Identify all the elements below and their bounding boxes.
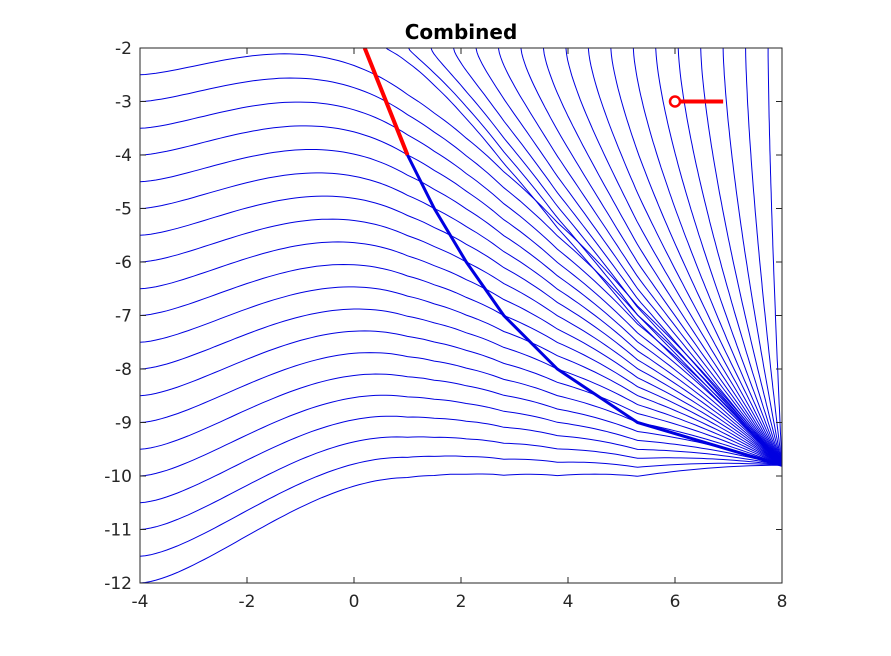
streamline-top-5: [497, 48, 782, 466]
streamline-17: [140, 436, 782, 530]
y-tick-label: -7: [115, 307, 132, 327]
streamline-top-9: [587, 48, 782, 466]
y-axis: -2 -3 -4 -5 -6 -7 -8 -9 -10 -11 -12: [104, 39, 782, 594]
y-tick-label: -5: [115, 200, 132, 220]
y-tick-label: -4: [115, 146, 132, 166]
streamline-top-1: [408, 48, 782, 466]
y-tick-label: -8: [115, 360, 132, 380]
highlight-trajectory: [362, 48, 410, 156]
streamline-top-4: [475, 48, 782, 466]
streamline-top-11: [632, 48, 782, 466]
y-tick-label: -2: [115, 39, 132, 59]
x-tick-label: -2: [239, 592, 256, 612]
streamline-top-0: [385, 48, 782, 466]
streamline-7: [140, 218, 782, 466]
x-tick-label: -4: [132, 592, 149, 612]
streamline-top-7: [542, 48, 782, 466]
streamline-top-16: [745, 48, 782, 466]
y-tick-label: -6: [115, 253, 132, 273]
x-axis: -4 -2 0 2 4 6 8: [132, 48, 788, 612]
streamline-5: [140, 172, 782, 466]
streamline-13: [140, 352, 782, 466]
chart-title: Combined: [405, 20, 518, 44]
streamline-group: [140, 48, 782, 583]
streamline-1: [140, 77, 782, 466]
streamline-12: [140, 330, 782, 466]
axes-box: [139, 47, 783, 584]
streamline-top-6: [520, 48, 782, 466]
streamline-14: [140, 373, 782, 466]
streamline-0: [140, 53, 782, 466]
x-tick-label: 6: [670, 592, 681, 612]
streamline-18: [140, 455, 782, 557]
y-tick-label: -11: [104, 521, 132, 541]
highlight-group: [362, 48, 724, 156]
streamline-top-13: [677, 48, 782, 466]
streamline-15: [140, 394, 782, 477]
x-tick-label: 0: [349, 592, 360, 612]
streamline-top-17: [767, 48, 782, 466]
x-tick-label: 2: [456, 592, 467, 612]
y-tick-label: -9: [115, 414, 132, 434]
streamline-top-8: [565, 48, 782, 466]
y-tick-label: -12: [104, 574, 132, 594]
streamline-9: [140, 263, 782, 466]
streamline-top-2: [430, 48, 782, 466]
y-tick-label: -3: [115, 93, 132, 113]
streamline-top-12: [655, 48, 782, 466]
y-tick-label: -10: [104, 467, 132, 487]
streamline-top-15: [722, 48, 782, 466]
streamline-3: [140, 125, 782, 466]
streamline-10: [140, 286, 782, 466]
streamline-2: [140, 101, 782, 466]
streamline-top-14: [700, 48, 782, 466]
x-tick-label: 4: [563, 592, 574, 612]
streamline-8: [140, 241, 782, 466]
streamline-19: [140, 464, 782, 583]
marker-point: [668, 95, 682, 108]
streamline-11: [140, 308, 782, 466]
axes-group: [139, 47, 783, 584]
streamline-6: [140, 195, 782, 466]
streamline-top-3: [453, 48, 782, 466]
streamline-4: [140, 149, 782, 466]
x-tick-label: 8: [777, 592, 788, 612]
streamline-16: [140, 415, 782, 504]
streamline-top-10: [610, 48, 782, 466]
